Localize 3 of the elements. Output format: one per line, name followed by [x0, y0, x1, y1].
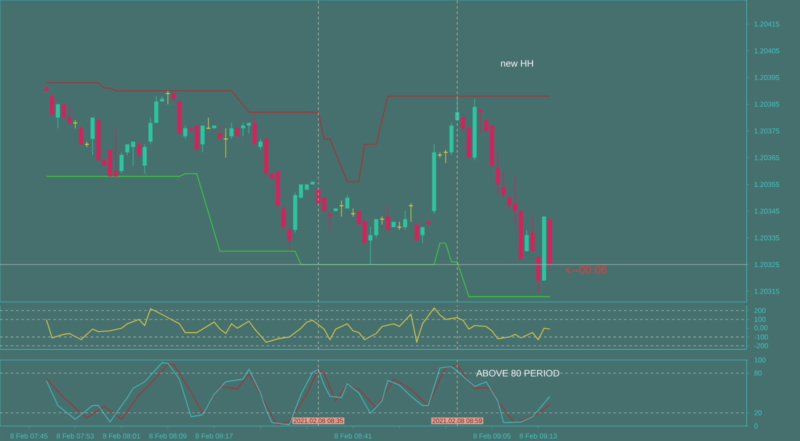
annotation: ABOVE 80 PERIOD [476, 370, 560, 376]
annotation: <--00:06 [565, 266, 607, 274]
annotation: new HH [501, 60, 533, 67]
